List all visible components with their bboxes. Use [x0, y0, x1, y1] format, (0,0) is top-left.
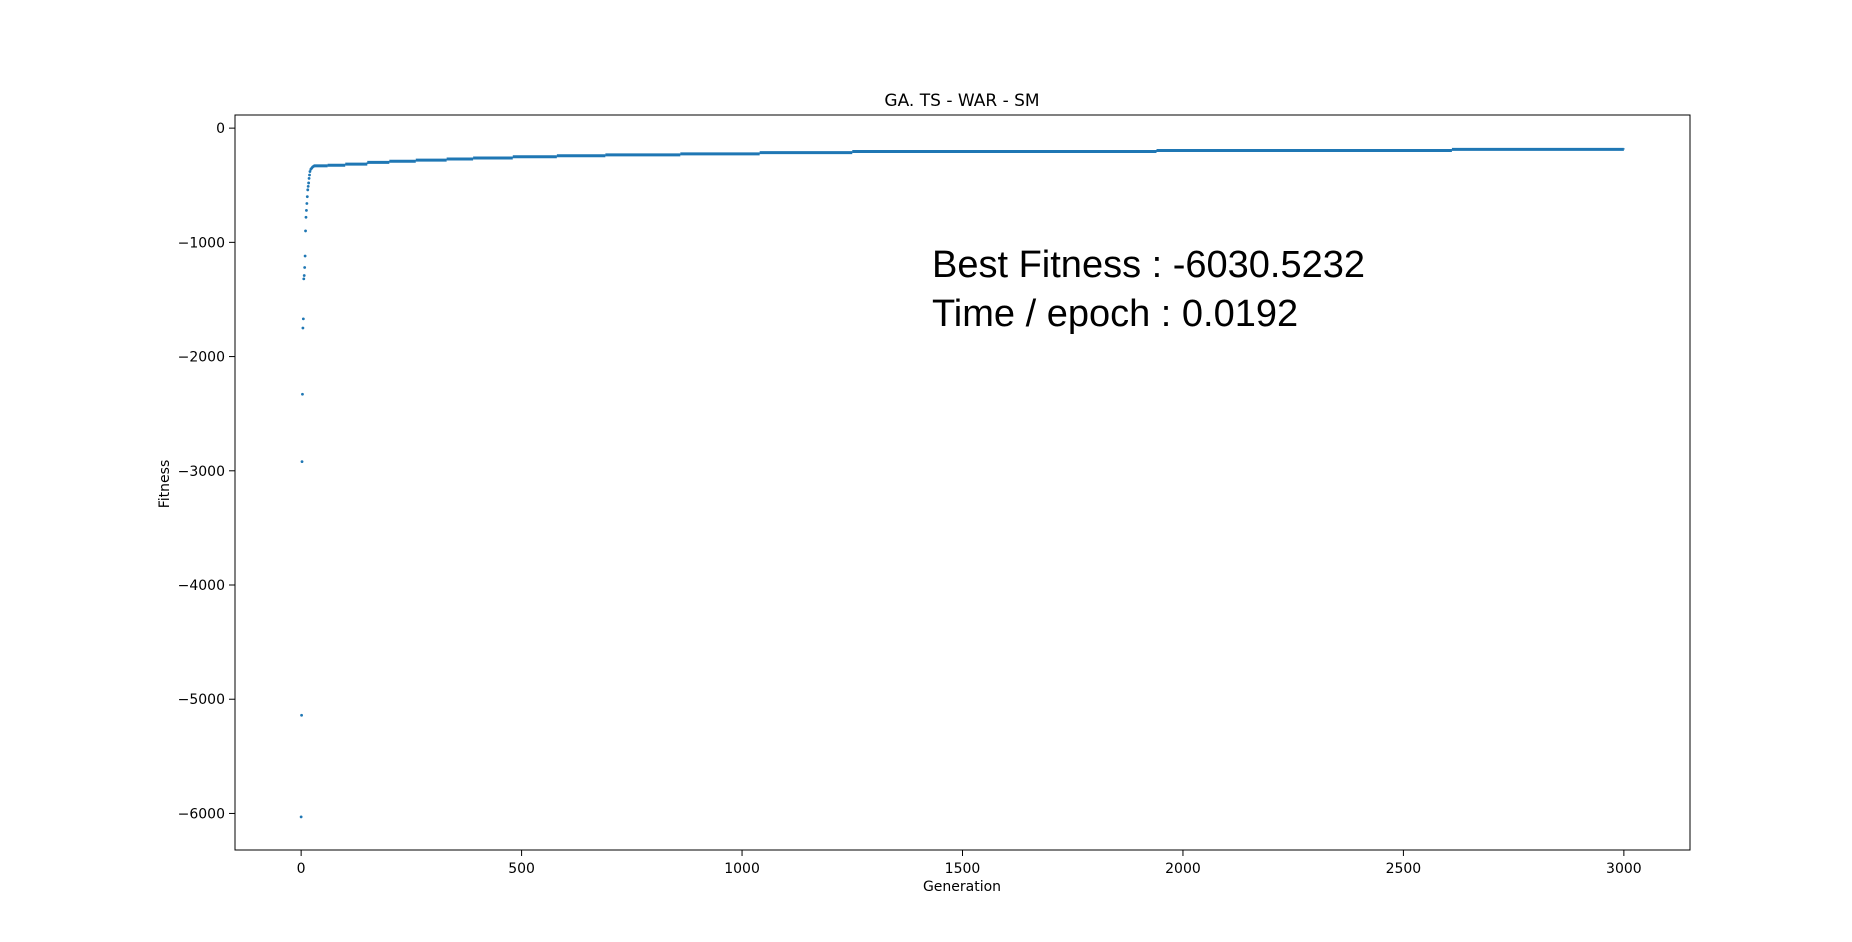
data-point	[300, 713, 303, 717]
data-point	[308, 170, 312, 173]
x-axis-ticks: 0 500 1000 1500 2000 2500 3000	[297, 850, 1642, 877]
data-point	[301, 392, 304, 396]
y-tick-label: −1000	[178, 235, 225, 251]
y-tick-label: −6000	[178, 806, 225, 822]
data-point	[299, 815, 303, 819]
data-point	[303, 266, 307, 269]
annotation-time-per-epoch: Time / epoch : 0.0192	[932, 293, 1298, 335]
x-tick-label: 1500	[945, 861, 981, 877]
data-point	[300, 460, 304, 464]
x-tick-label: 0	[297, 861, 306, 877]
y-axis-label: Fitness	[157, 460, 173, 509]
data-point	[301, 326, 305, 330]
chart-title: GA. TS - WAR - SM	[884, 91, 1039, 111]
y-tick-label: −4000	[178, 578, 225, 594]
y-tick-label: −3000	[178, 464, 225, 480]
x-tick-label: 2500	[1386, 861, 1422, 877]
data-point	[304, 215, 308, 219]
data-point	[308, 173, 311, 177]
data-point	[303, 254, 307, 258]
data-point	[302, 277, 306, 281]
data-point	[307, 181, 311, 185]
data-point	[306, 188, 310, 192]
data-marks	[299, 147, 1625, 819]
data-point	[305, 208, 308, 212]
data-point	[301, 317, 305, 321]
x-axis-label: Generation	[923, 879, 1001, 895]
plot-area	[234, 114, 1691, 851]
x-tick-label: 3000	[1606, 861, 1642, 877]
y-axis-ticks: 0 −1000 −2000 −3000 −4000 −5000 −6000	[178, 121, 235, 822]
x-tick-label: 1000	[724, 861, 760, 877]
y-tick-label: −5000	[178, 692, 225, 708]
data-point	[302, 274, 306, 277]
data-point	[305, 202, 309, 205]
annotation-best-fitness: Best Fitness : -6030.5232	[932, 244, 1365, 286]
data-point	[307, 176, 311, 180]
data-point	[306, 184, 310, 188]
data-point	[304, 229, 307, 233]
x-tick-label: 2000	[1165, 861, 1201, 877]
y-tick-label: −2000	[178, 350, 225, 366]
data-point	[305, 195, 309, 199]
x-tick-label: 500	[508, 861, 535, 877]
y-tick-label: 0	[216, 121, 225, 137]
